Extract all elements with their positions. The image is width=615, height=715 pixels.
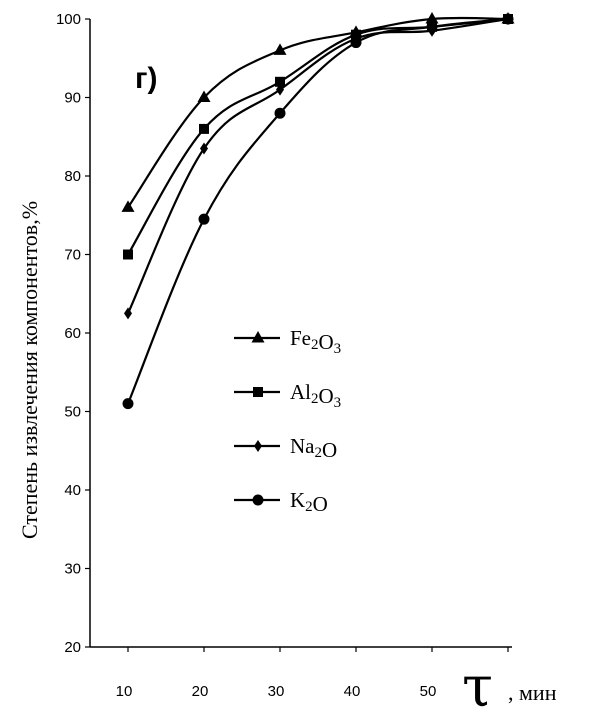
y-tick-label: 30 [64, 561, 81, 578]
data-point [121, 200, 135, 212]
legend-marker [253, 387, 263, 397]
x-tick-label: 20 [192, 683, 209, 700]
data-point [199, 123, 209, 134]
legend-label: Al2O3 [290, 380, 341, 411]
x-tick-label: 30 [268, 683, 285, 700]
legend-item: Al2O3 [234, 380, 341, 411]
legend-marker [252, 494, 264, 506]
data-point [197, 90, 211, 102]
data-point [200, 142, 208, 155]
series-K2O [122, 13, 514, 410]
legend-item: Na2O [234, 434, 337, 462]
axes: 20 30 40 50 60 70 80 90 100 10 20 30 40 50 [56, 11, 512, 700]
legend-label: K2O [290, 488, 328, 516]
x-axis-label-symbol: τ [462, 655, 493, 715]
series-line [127, 17, 509, 314]
series-line [127, 16, 509, 209]
data-point [123, 249, 133, 260]
data-point [124, 307, 132, 320]
data-point [274, 107, 286, 119]
legend-label: Na2O [290, 434, 337, 462]
data-point [502, 13, 514, 25]
data-point [198, 213, 210, 225]
x-tick-label: 10 [116, 683, 133, 700]
series-layer [121, 12, 515, 410]
data-point [350, 37, 362, 49]
y-axis-label: Степень извлечения компонентов,% [17, 201, 42, 539]
data-point [425, 12, 439, 24]
x-tick-label: 50 [420, 683, 437, 700]
y-tick-label: 90 [64, 90, 81, 107]
y-tick-label: 40 [64, 482, 81, 499]
data-point [275, 76, 285, 87]
legend: Fe2O3 Al2O3 Na2O K2O [234, 326, 341, 516]
data-point [273, 43, 287, 55]
data-point [426, 21, 438, 33]
series-line [127, 17, 509, 256]
legend-item: K2O [234, 488, 328, 516]
legend-label: Fe2O3 [290, 326, 341, 357]
y-tick-label: 20 [64, 639, 81, 656]
x-axis-label-unit: , мин [508, 680, 557, 705]
legend-marker [254, 440, 262, 452]
series-Na2O [124, 13, 512, 320]
series-Fe2O3 [121, 12, 515, 212]
y-tick-label: 70 [64, 247, 81, 264]
y-tick-label: 50 [64, 404, 81, 421]
legend-marker [251, 331, 265, 343]
y-tick-label: 80 [64, 168, 81, 185]
x-tick-label: 40 [344, 683, 361, 700]
legend-item: Fe2O3 [234, 326, 341, 357]
data-point [122, 398, 134, 410]
series-Al2O3 [123, 14, 513, 260]
y-tick-label: 100 [56, 11, 81, 28]
panel-label: г) [135, 62, 158, 95]
y-tick-label: 60 [64, 325, 81, 342]
data-point [276, 83, 284, 96]
